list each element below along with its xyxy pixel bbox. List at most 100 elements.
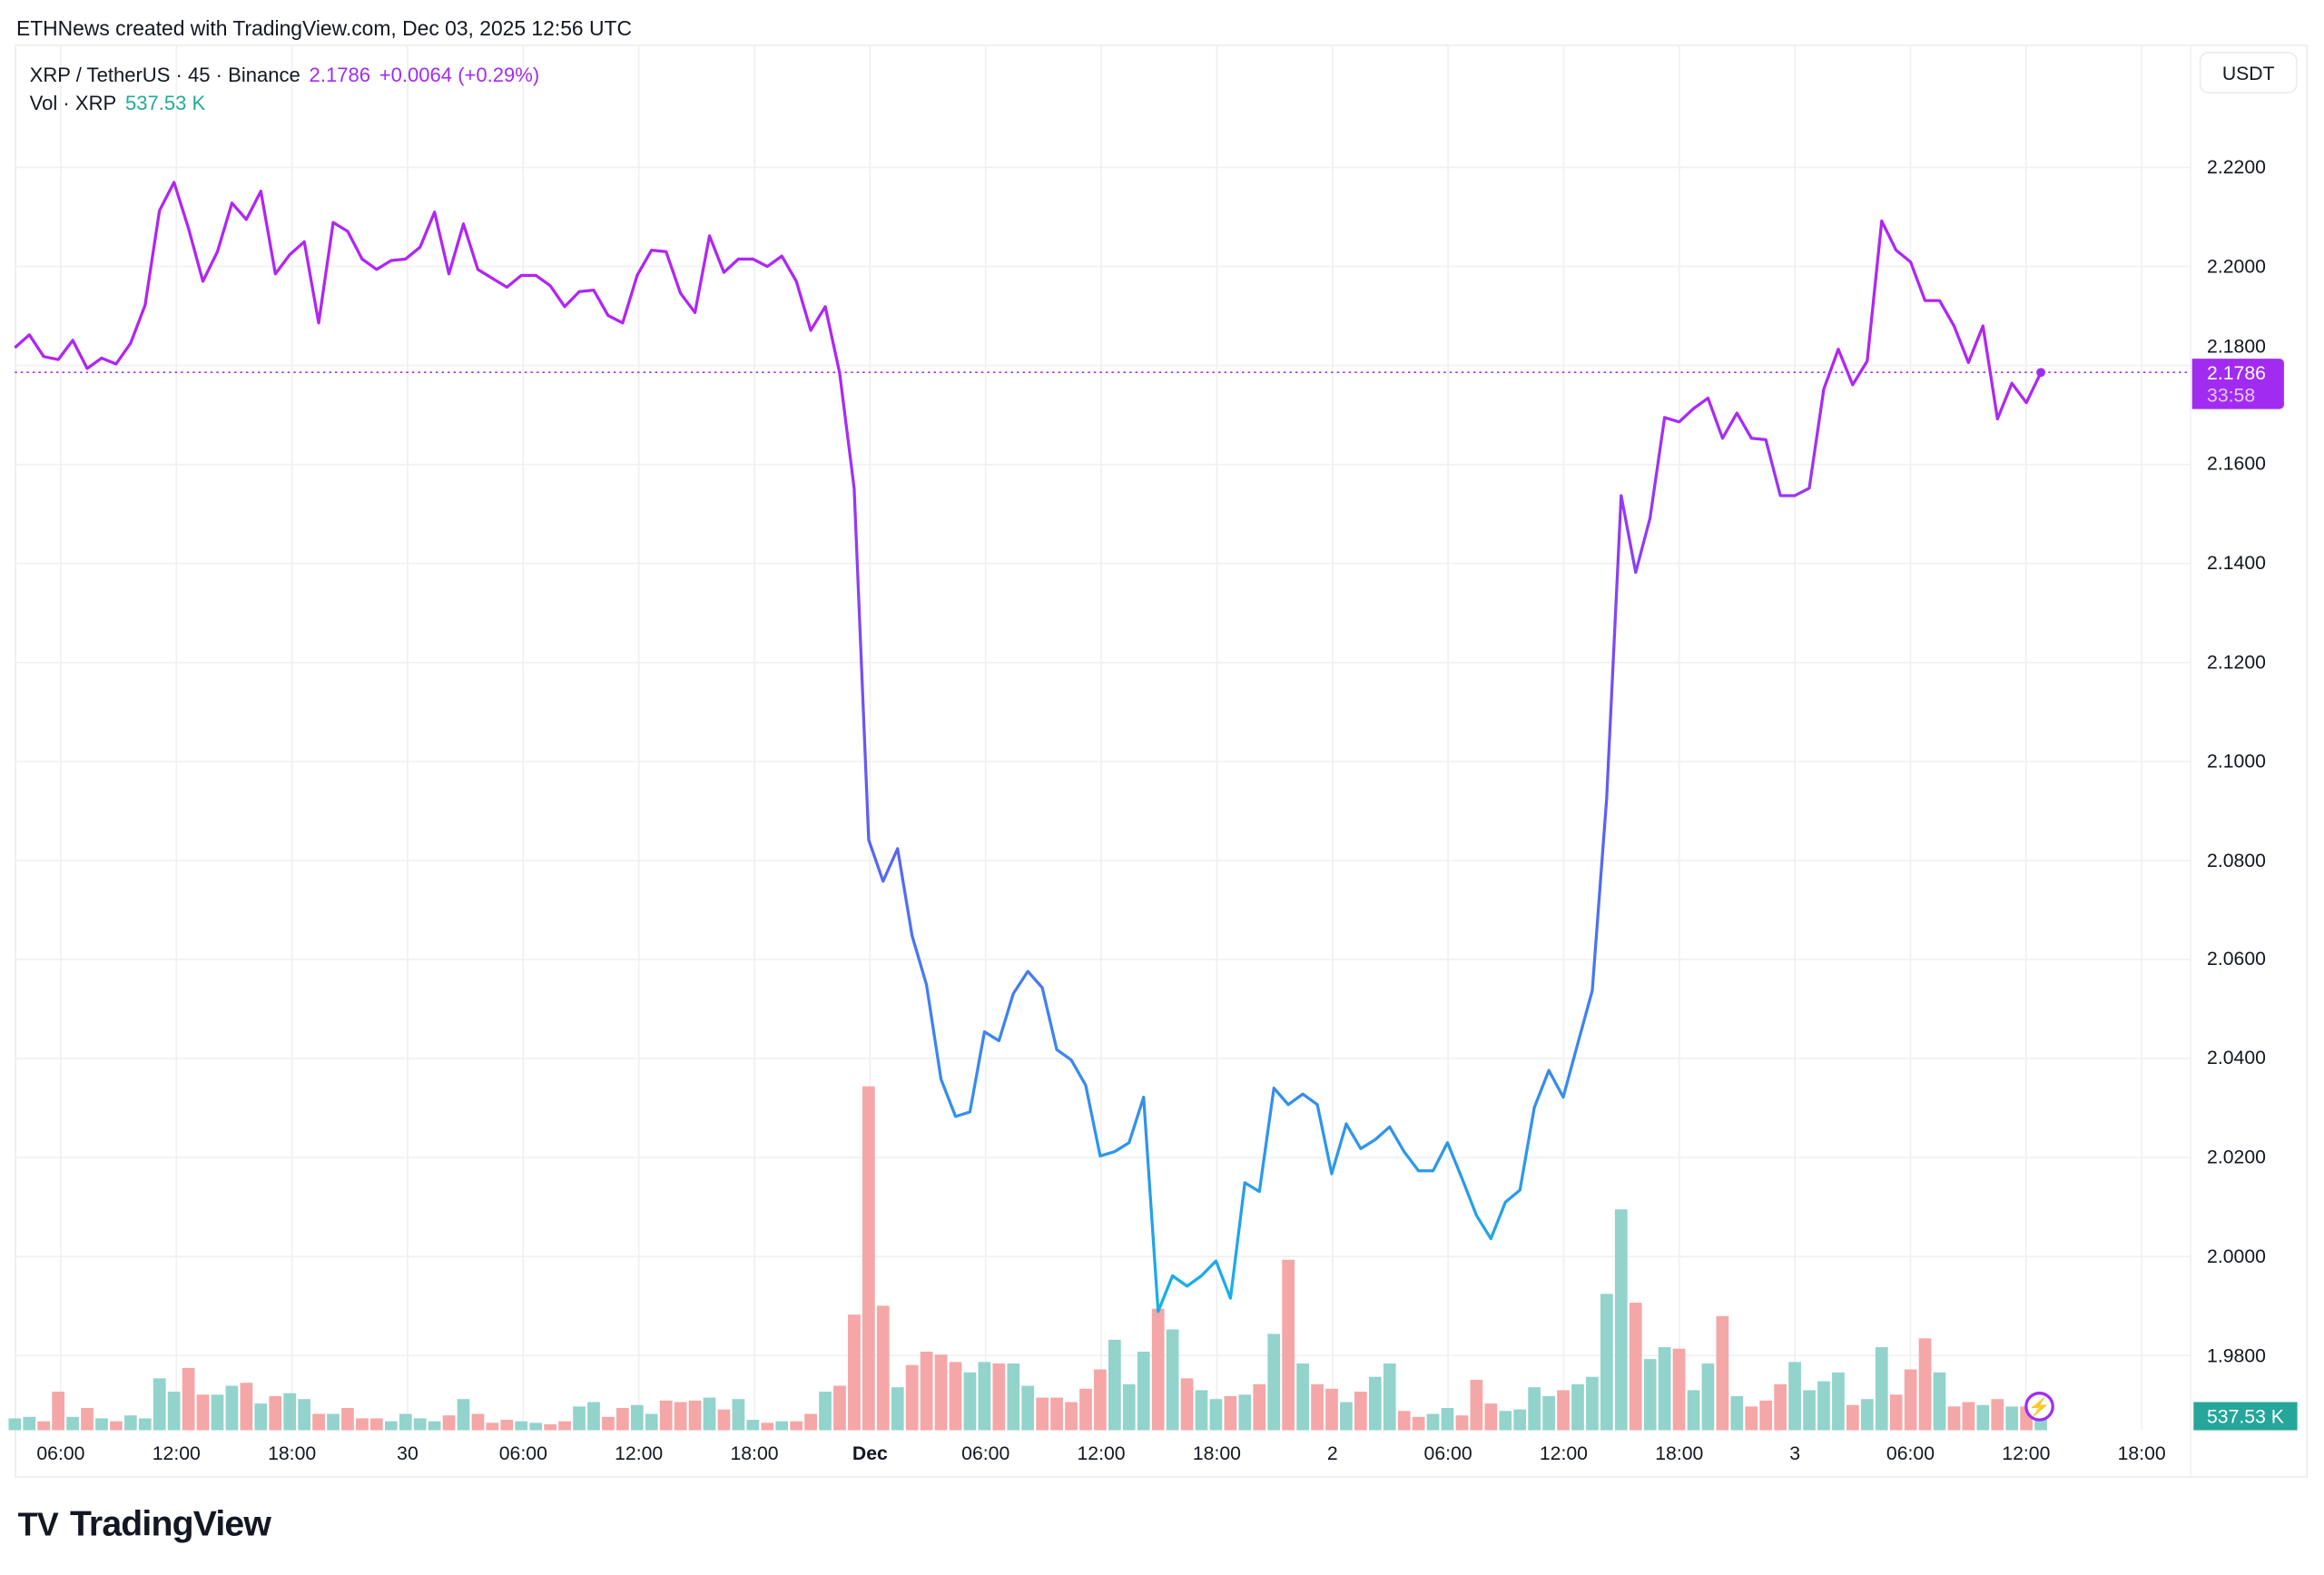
volume-bar <box>1788 1362 1801 1431</box>
symbol-legend-row[interactable]: XRP / TetherUS · 45 · Binance 2.1786 +0.00… <box>30 61 540 89</box>
volume-tag: 537.53 K <box>2193 1402 2298 1431</box>
volume-bar <box>558 1421 571 1431</box>
price-axis-label: 2.0000 <box>2207 1245 2266 1267</box>
volume-bar <box>630 1404 644 1431</box>
time-axis-label: 18:00 <box>730 1442 779 1465</box>
volume-bar <box>1586 1376 1599 1431</box>
time-axis-label: 30 <box>397 1442 419 1465</box>
volume-bar <box>1542 1395 1555 1431</box>
volume-bar <box>717 1409 731 1431</box>
volume-bar <box>1311 1383 1324 1431</box>
volume-bar <box>848 1314 861 1431</box>
price-axis-label: 2.1400 <box>2207 551 2266 575</box>
volume-bar <box>602 1416 615 1431</box>
volume-bar <box>486 1422 499 1431</box>
volume-bar <box>196 1394 210 1431</box>
tradingview-logo[interactable]: TV TradingView <box>18 1504 271 1546</box>
credit-text: ETHNews created with TradingView.com, De… <box>15 15 632 41</box>
volume-bar <box>1137 1351 1150 1431</box>
volume-bar <box>167 1392 181 1431</box>
time-axis-label: 06:00 <box>1423 1442 1472 1465</box>
volume-bar <box>1629 1303 1642 1431</box>
volume-bar <box>442 1415 456 1431</box>
volume-bar <box>587 1402 600 1431</box>
price-axis-label: 1.9800 <box>2207 1344 2266 1366</box>
volume-bar <box>920 1351 933 1431</box>
volume-bar <box>1122 1383 1136 1431</box>
volume-bar <box>1021 1385 1035 1431</box>
volume-legend-row[interactable]: Vol · XRP 537.53 K <box>30 89 540 117</box>
volume-bar <box>1672 1348 1686 1431</box>
volume-bar <box>949 1362 962 1431</box>
time-axis-label: 2 <box>1326 1442 1338 1465</box>
volume-bar <box>1238 1394 1252 1431</box>
volume-bar <box>1614 1209 1628 1431</box>
time-axis-label: 12:00 <box>1539 1442 1589 1465</box>
volume-bar <box>327 1413 340 1431</box>
lightning-icon[interactable]: ⚡ <box>2024 1392 2054 1422</box>
volume-bar <box>529 1422 543 1431</box>
volume-bar <box>81 1408 94 1431</box>
time-axis-label: 12:00 <box>1077 1442 1126 1465</box>
volume-bar <box>761 1422 774 1431</box>
volume-bar <box>1918 1338 1932 1431</box>
volume-bar <box>1933 1372 1946 1431</box>
tradingview-logo-icon: TV <box>17 1505 59 1543</box>
volume-bar <box>110 1421 123 1431</box>
time-axis-label: Dec <box>852 1442 888 1465</box>
currency-button[interactable]: USDT <box>2199 52 2298 94</box>
volume-bar <box>283 1393 297 1431</box>
time-axis-label: 06:00 <box>1886 1442 1935 1465</box>
volume-bar <box>1354 1392 1367 1431</box>
volume-bar <box>1470 1380 1483 1431</box>
time-axis-label: 12:00 <box>152 1442 201 1465</box>
volume-bar <box>1368 1376 1382 1431</box>
volume-bar <box>978 1362 991 1431</box>
symbol-label: XRP / TetherUS · 45 · Binance <box>29 64 300 86</box>
bar-countdown: 33:58 <box>2207 383 2256 407</box>
volume-bar <box>1513 1409 1527 1431</box>
time-axis-label: 06:00 <box>498 1442 547 1465</box>
price-axis-label: 2.2200 <box>2207 155 2266 178</box>
volume-bar <box>934 1354 948 1431</box>
volume-bar <box>37 1421 51 1431</box>
volume-bar <box>1745 1406 1758 1431</box>
volume-bar <box>269 1395 282 1431</box>
volume-bar <box>992 1363 1006 1431</box>
time-axis-label: 18:00 <box>268 1442 317 1465</box>
volume-bar <box>732 1399 745 1431</box>
volume-bar <box>8 1418 22 1431</box>
volume-bar <box>1383 1363 1396 1431</box>
volume-bar <box>1325 1388 1338 1431</box>
volume-bar <box>1455 1415 1469 1431</box>
volume-bar <box>1962 1402 1975 1431</box>
tradingview-logo-text: TradingView <box>69 1504 271 1545</box>
last-price-tag: 2.1786 33:58 <box>2191 359 2284 409</box>
volume-bar <box>1832 1372 1845 1431</box>
volume-bar <box>1094 1369 1107 1431</box>
volume-bar <box>1282 1259 1295 1431</box>
volume-bar <box>1397 1411 1411 1431</box>
volume-bar <box>138 1418 152 1431</box>
time-axis-label: 06:00 <box>36 1442 85 1465</box>
last-price-tag-value: 2.1786 <box>2207 361 2266 384</box>
volume-bar <box>544 1423 557 1431</box>
volume-bar <box>312 1413 325 1431</box>
volume-bar <box>905 1364 919 1431</box>
volume-bar <box>384 1421 398 1431</box>
volume-bar <box>1108 1339 1121 1431</box>
time-axis-label: 18:00 <box>1192 1442 1241 1465</box>
price-axis-label: 2.1800 <box>2207 334 2266 358</box>
volume-bar <box>1889 1394 1903 1431</box>
volume-bar <box>1224 1395 1237 1431</box>
price-axis-label: 2.2000 <box>2207 254 2266 277</box>
volume-bar <box>746 1420 760 1431</box>
volume-bar <box>211 1394 224 1431</box>
volume-bar <box>1716 1315 1729 1431</box>
volume-bar <box>1209 1399 1223 1431</box>
volume-bar <box>1875 1347 1888 1431</box>
volume-bar <box>1600 1294 1613 1431</box>
time-axis-label: 3 <box>1789 1442 1801 1465</box>
